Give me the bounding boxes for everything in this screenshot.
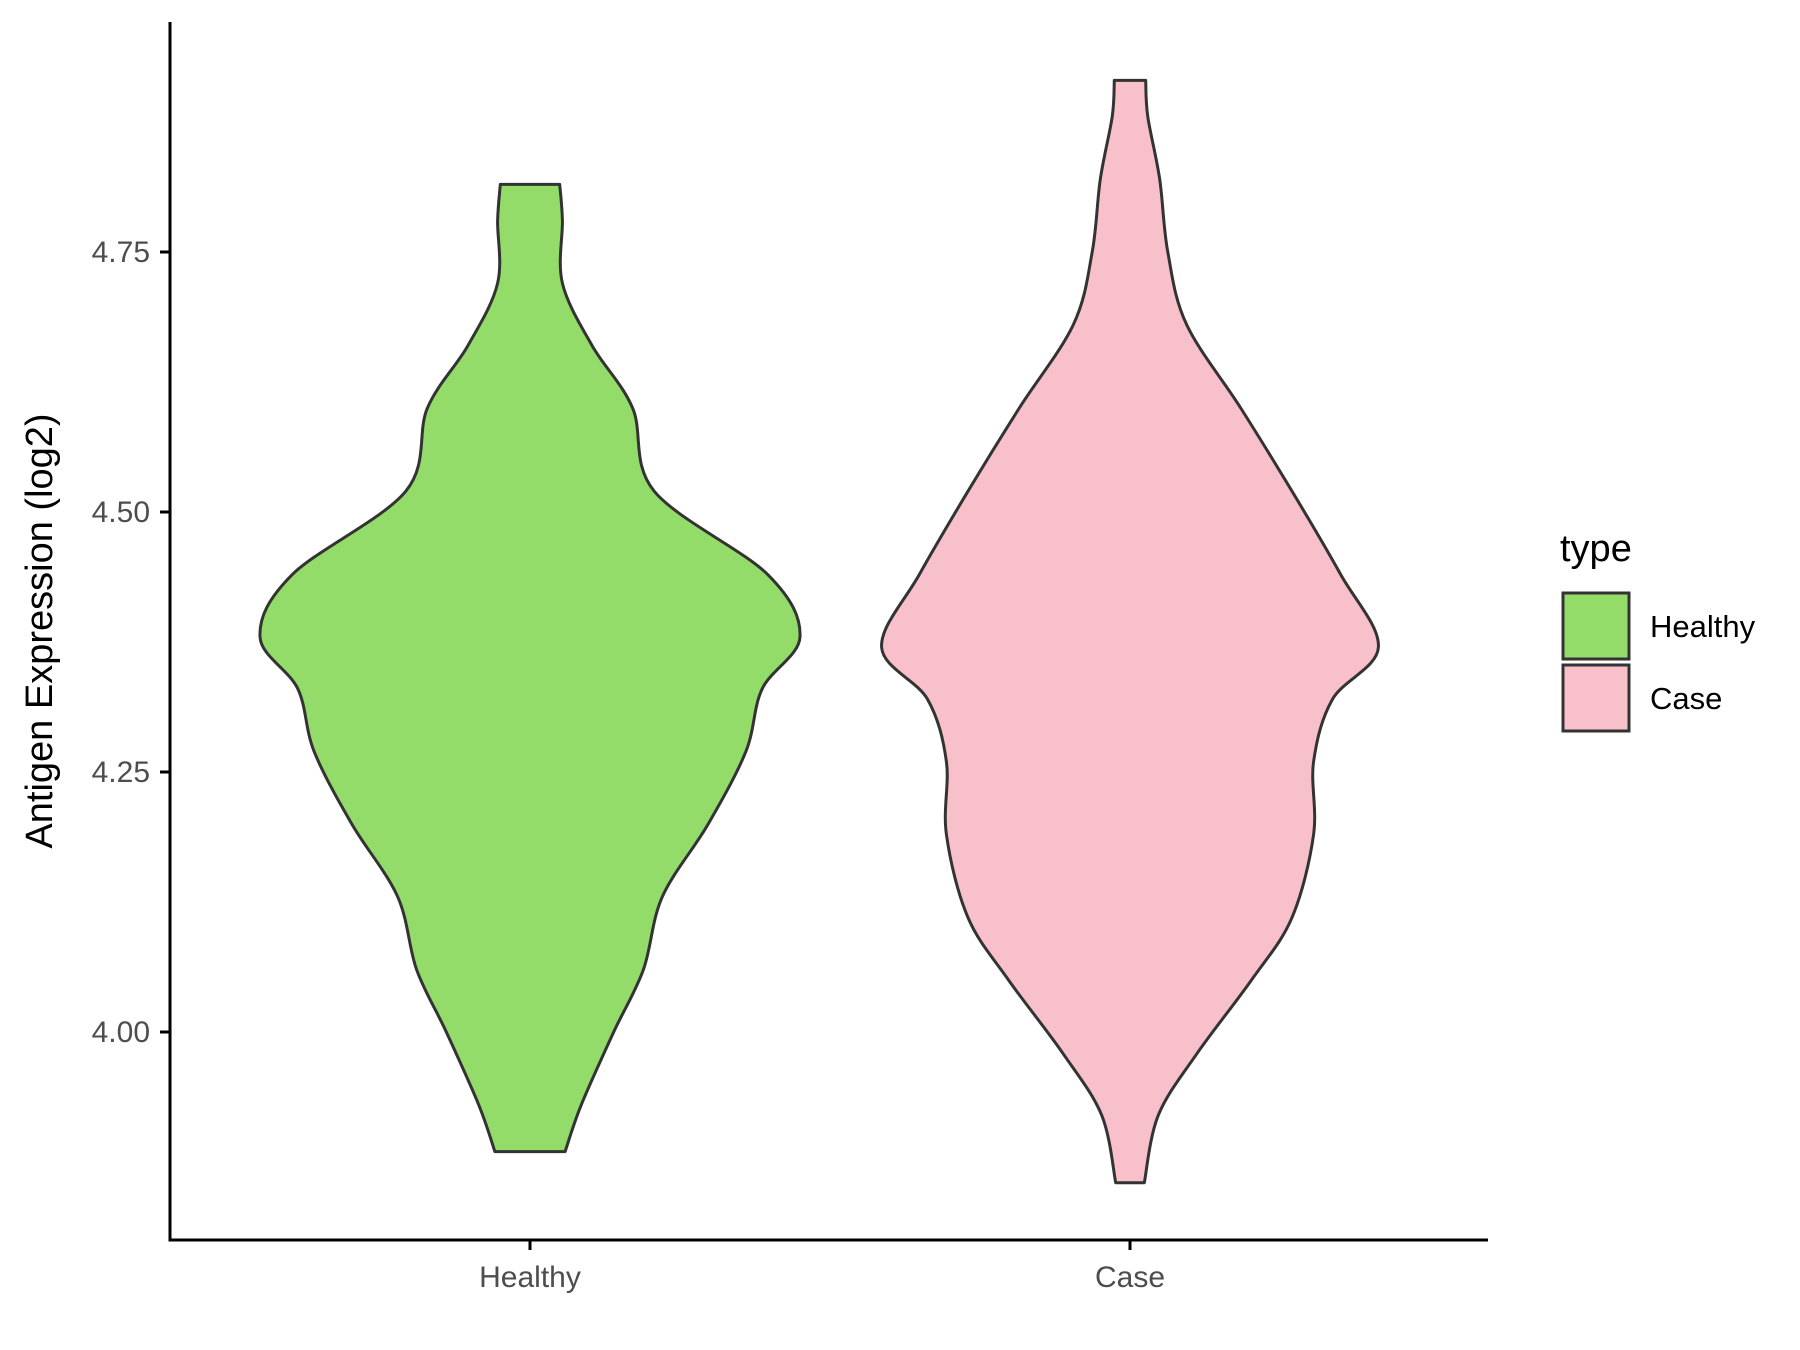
- y-axis-ticks: 4.00 4.25 4.50 4.75: [92, 236, 170, 1049]
- legend-label: Healthy: [1650, 609, 1756, 644]
- violin-layer: [258, 78, 1380, 1185]
- legend-swatch: [1561, 663, 1631, 733]
- y-tick-label: 4.25: [92, 756, 150, 789]
- x-axis-ticks: Healthy Case: [479, 1240, 1165, 1294]
- violin-healthy: [258, 182, 802, 1154]
- legend-swatch: [1561, 591, 1631, 661]
- y-tick-label: 4.00: [92, 1016, 150, 1049]
- y-tick-label: 4.75: [92, 236, 150, 269]
- y-axis-title: Antigen Expression (log2): [19, 413, 61, 848]
- y-tick-label: 4.50: [92, 496, 150, 529]
- x-tick-label: Healthy: [479, 1261, 581, 1294]
- legend-label: Case: [1650, 681, 1722, 716]
- legend: type Healthy Case: [1560, 528, 1756, 733]
- legend-title: type: [1560, 528, 1632, 570]
- x-tick-label: Case: [1095, 1261, 1165, 1294]
- violin-case: [880, 78, 1380, 1185]
